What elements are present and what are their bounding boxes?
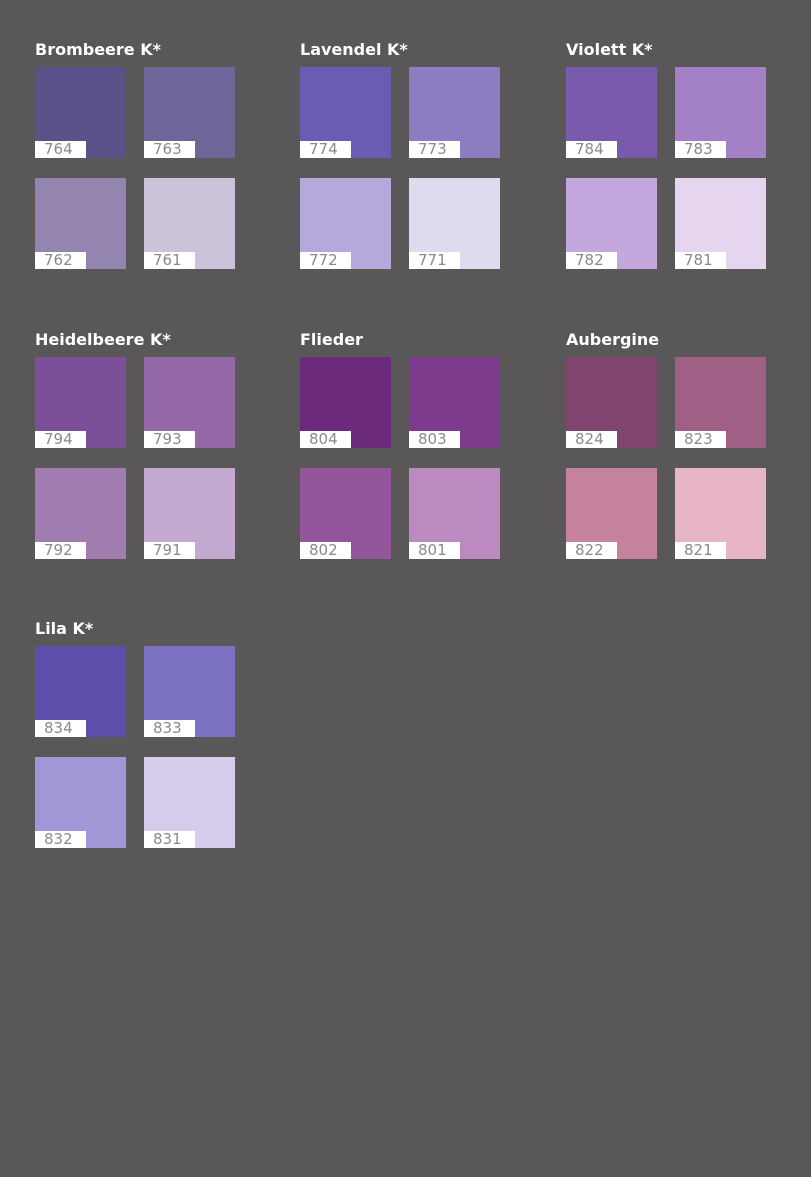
swatch-code-label: 772 [300,252,351,269]
group-title: Violett K* [566,40,653,59]
swatch-code-label: 833 [144,720,195,737]
color-group: Aubergine 824 823 822 821 [566,330,776,570]
color-swatch: 774 [300,67,391,158]
color-swatch: 781 [675,178,766,269]
color-swatch: 833 [144,646,235,737]
color-swatch: 771 [409,178,500,269]
color-swatch: 822 [566,468,657,559]
color-swatch: 831 [144,757,235,848]
group-title: Heidelbeere K* [35,330,171,349]
swatch-code-label: 771 [409,252,460,269]
color-group: Heidelbeere K* 794 793 792 791 [35,330,245,570]
swatch-code-label: 802 [300,542,351,559]
color-swatch: 793 [144,357,235,448]
color-swatch: 784 [566,67,657,158]
swatch-code-label: 764 [35,141,86,158]
color-swatch: 801 [409,468,500,559]
color-swatch: 804 [300,357,391,448]
color-swatch: 834 [35,646,126,737]
color-swatch: 791 [144,468,235,559]
color-group: Lavendel K* 774 773 772 771 [300,40,510,280]
color-group: Violett K* 784 783 782 781 [566,40,776,280]
swatch-code-label: 823 [675,431,726,448]
swatch-code-label: 782 [566,252,617,269]
group-title: Lila K* [35,619,94,638]
swatch-code-label: 761 [144,252,195,269]
swatch-code-label: 824 [566,431,617,448]
color-group: Flieder 804 803 802 801 [300,330,510,570]
color-group: Lila K* 834 833 832 831 [35,619,245,859]
group-title: Lavendel K* [300,40,408,59]
color-swatch: 823 [675,357,766,448]
swatch-code-label: 803 [409,431,460,448]
color-swatch: 824 [566,357,657,448]
color-swatch: 802 [300,468,391,559]
swatch-code-label: 781 [675,252,726,269]
swatch-code-label: 792 [35,542,86,559]
color-swatch: 763 [144,67,235,158]
swatch-code-label: 784 [566,141,617,158]
color-swatch: 764 [35,67,126,158]
swatch-code-label: 773 [409,141,460,158]
color-swatch: 782 [566,178,657,269]
swatch-code-label: 834 [35,720,86,737]
swatch-code-label: 822 [566,542,617,559]
swatch-code-label: 763 [144,141,195,158]
group-title: Flieder [300,330,363,349]
swatch-code-label: 794 [35,431,86,448]
swatch-code-label: 804 [300,431,351,448]
group-title: Brombeere K* [35,40,161,59]
swatch-code-label: 793 [144,431,195,448]
color-swatch: 792 [35,468,126,559]
swatch-code-label: 801 [409,542,460,559]
swatch-code-label: 821 [675,542,726,559]
color-swatch: 803 [409,357,500,448]
color-swatch: 762 [35,178,126,269]
swatch-code-label: 762 [35,252,86,269]
color-swatch: 832 [35,757,126,848]
group-title: Aubergine [566,330,660,349]
color-swatch: 794 [35,357,126,448]
color-swatch: 783 [675,67,766,158]
swatch-code-label: 832 [35,831,86,848]
swatch-code-label: 774 [300,141,351,158]
swatch-code-label: 791 [144,542,195,559]
color-swatch: 821 [675,468,766,559]
color-swatch: 761 [144,178,235,269]
color-swatch: 773 [409,67,500,158]
color-group: Brombeere K* 764 763 762 761 [35,40,245,280]
color-swatch: 772 [300,178,391,269]
swatch-code-label: 831 [144,831,195,848]
swatch-code-label: 783 [675,141,726,158]
